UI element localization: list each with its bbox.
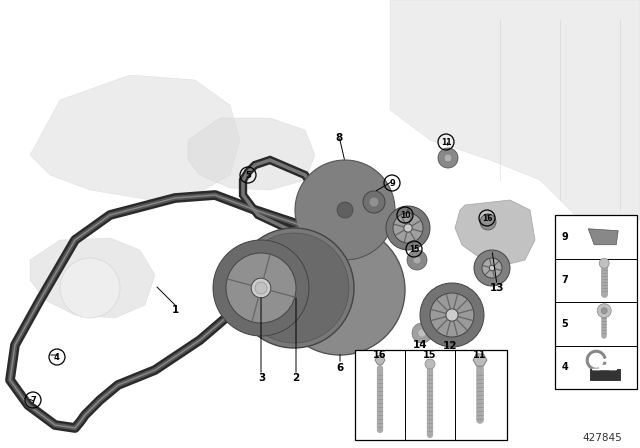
Polygon shape [592,365,616,369]
Circle shape [446,309,458,321]
Polygon shape [390,0,640,220]
Text: 4: 4 [562,362,568,372]
Circle shape [337,202,353,218]
Text: 1: 1 [172,305,179,315]
Text: 2: 2 [292,373,300,383]
Circle shape [393,213,423,243]
Circle shape [597,304,611,318]
Polygon shape [30,75,240,200]
Circle shape [601,308,607,314]
Circle shape [234,228,354,348]
Polygon shape [473,354,487,366]
Circle shape [226,253,296,323]
Circle shape [480,214,496,230]
Circle shape [489,265,495,271]
Circle shape [369,197,379,207]
Text: 9: 9 [562,232,568,242]
Circle shape [286,280,302,296]
Text: 11: 11 [441,138,451,146]
Circle shape [430,293,474,337]
Polygon shape [588,229,618,245]
Circle shape [418,329,426,337]
Circle shape [60,258,120,318]
Circle shape [295,160,395,260]
Polygon shape [30,238,155,318]
Text: 13: 13 [490,283,504,293]
Text: 12: 12 [443,341,457,351]
Text: 5: 5 [245,171,251,180]
FancyBboxPatch shape [355,350,507,440]
Circle shape [251,278,271,298]
Text: 9: 9 [389,178,395,188]
Circle shape [330,280,350,300]
Circle shape [386,206,430,250]
Circle shape [599,258,609,268]
Circle shape [363,191,385,213]
Circle shape [255,282,267,294]
Polygon shape [188,118,315,190]
Text: 3: 3 [259,373,266,383]
Text: 7: 7 [562,275,568,285]
Text: 8: 8 [335,133,342,143]
Text: 15: 15 [409,245,419,254]
Circle shape [412,323,432,343]
Text: 16: 16 [482,214,492,223]
Circle shape [404,224,412,232]
Polygon shape [375,356,385,364]
Text: 7: 7 [30,396,36,405]
Text: 10: 10 [400,211,410,220]
Circle shape [425,359,435,369]
Text: 6: 6 [337,363,344,373]
Circle shape [438,148,458,168]
Polygon shape [455,200,535,265]
FancyBboxPatch shape [590,369,620,380]
Circle shape [239,233,349,343]
Text: 16: 16 [373,350,387,360]
Circle shape [213,240,309,336]
Circle shape [444,154,452,162]
Text: 11: 11 [473,350,487,360]
Text: 4: 4 [54,353,60,362]
Circle shape [474,250,510,286]
Circle shape [275,225,405,355]
Text: 427845: 427845 [582,433,622,443]
Circle shape [413,256,421,264]
Circle shape [407,250,427,270]
Circle shape [482,258,502,278]
FancyBboxPatch shape [555,215,637,389]
Text: 15: 15 [423,350,436,360]
Circle shape [420,283,484,347]
Text: 14: 14 [413,340,428,350]
Text: 5: 5 [562,319,568,329]
